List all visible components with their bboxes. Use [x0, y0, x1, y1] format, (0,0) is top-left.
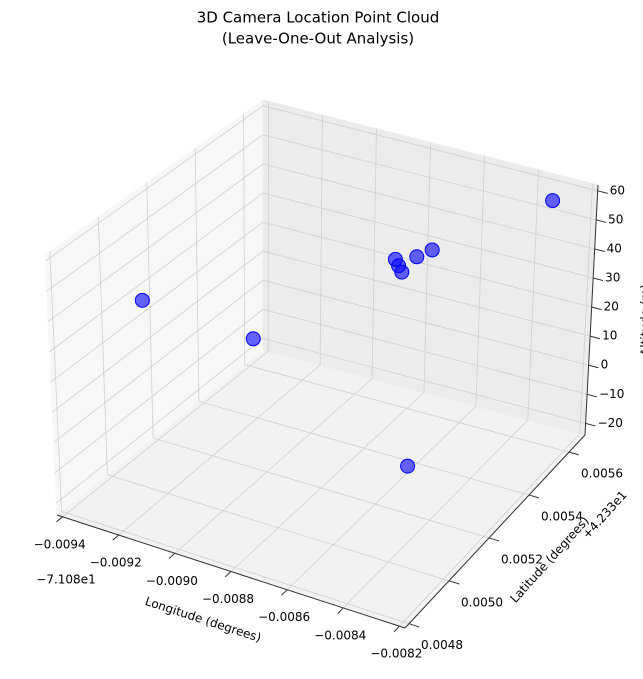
grid-line	[50, 221, 264, 383]
grid-line	[118, 364, 321, 536]
grid-line	[56, 338, 264, 504]
point	[245, 331, 261, 347]
axis-line	[404, 434, 586, 629]
tick-mark	[56, 516, 63, 523]
point	[545, 193, 561, 209]
grid-line	[262, 134, 597, 221]
grid-line	[243, 113, 246, 365]
chart-title: 3D Camera Location Point Cloud	[197, 9, 440, 27]
grid-line	[262, 250, 591, 337]
grid-line	[371, 128, 377, 379]
z-tick-label: 20	[604, 300, 619, 314]
tick-mark	[393, 625, 400, 633]
grid-line	[319, 115, 323, 366]
point	[134, 292, 150, 308]
grid-line	[475, 156, 485, 407]
z-axis-label: Altitude (m)	[639, 284, 643, 356]
y-tick-label: 0.0048	[421, 638, 463, 652]
x-offset-label: −7.108e1	[36, 573, 95, 587]
tick-mark	[528, 494, 540, 499]
axis-line	[56, 514, 406, 629]
grid-line	[146, 182, 154, 439]
y-offset-label: +4.233e1	[580, 488, 630, 542]
grid-line	[107, 474, 450, 582]
grid-line	[97, 217, 108, 475]
grid-line	[49, 251, 62, 512]
y-tick-label: 0.0052	[501, 552, 543, 566]
y-tick-label: 0.0054	[541, 510, 583, 524]
x-tick-label: −0.0084	[314, 628, 366, 642]
grid-line	[262, 279, 589, 366]
grid-line	[230, 392, 425, 572]
grid-line	[61, 510, 410, 625]
z-tick-label: 0	[601, 358, 609, 372]
point	[400, 458, 416, 474]
grid-line	[244, 364, 570, 453]
z-tick-label: 10	[602, 329, 617, 343]
x-tick-label: −0.0082	[370, 647, 422, 661]
tick-mark	[593, 277, 604, 282]
grid-line	[262, 308, 588, 395]
grid-line	[194, 148, 200, 402]
tick-mark	[408, 623, 420, 628]
grid-line	[342, 419, 529, 609]
grid-line	[153, 437, 490, 539]
tick-mark	[597, 190, 608, 194]
x-tick-label: −0.0094	[34, 537, 86, 551]
tick-mark	[281, 589, 288, 596]
tick-mark	[594, 248, 605, 252]
x-tick-label: −0.0088	[202, 592, 254, 606]
grid-line	[262, 221, 592, 308]
grid-line	[423, 142, 431, 393]
z-tick-label: 50	[608, 212, 623, 226]
tick-mark	[588, 364, 599, 369]
tick-mark	[168, 552, 176, 559]
axis-line	[584, 184, 599, 436]
grid-line	[262, 192, 594, 279]
point	[394, 264, 410, 280]
grid-line	[62, 351, 269, 518]
grid-line	[174, 378, 373, 554]
grid-line	[399, 433, 581, 627]
tick-mark	[224, 571, 232, 578]
tick-mark	[590, 335, 601, 340]
z-tick-label: 30	[605, 271, 620, 285]
tick-mark	[337, 607, 344, 614]
grid-line	[527, 169, 539, 420]
tick-mark	[568, 451, 579, 456]
tick-mark	[112, 534, 120, 541]
y-tick-label: 0.0056	[581, 467, 623, 481]
z-tick-label: −10	[599, 387, 624, 401]
grid-line	[262, 337, 586, 424]
x-tick-label: −0.0086	[258, 610, 310, 624]
x-tick-label: −0.0090	[146, 574, 198, 588]
grid-line	[53, 279, 264, 443]
grid-line	[579, 183, 593, 434]
grid-line	[47, 163, 264, 322]
grid-line	[45, 105, 264, 262]
point	[424, 242, 440, 258]
grid-line	[262, 105, 598, 192]
tick-mark	[488, 537, 500, 542]
grid-line	[49, 192, 264, 353]
tick-mark	[448, 580, 460, 585]
grid-line	[46, 134, 264, 292]
z-tick-label: 60	[610, 183, 625, 197]
tick-mark	[591, 306, 602, 311]
y-tick-label: 0.0050	[461, 595, 503, 609]
tick-mark	[585, 422, 596, 427]
z-tick-label: −20	[598, 416, 623, 430]
point	[409, 249, 425, 265]
z-tick-label: 40	[607, 241, 622, 255]
grid-line	[198, 400, 530, 496]
x-tick-label: −0.0092	[90, 556, 142, 570]
tick-mark	[586, 393, 597, 398]
grid-line	[286, 405, 477, 591]
grid-line	[262, 163, 595, 250]
tick-mark	[596, 219, 607, 223]
grid-line	[54, 308, 264, 473]
chart-subtitle: (Leave-One-Out Analysis)	[222, 30, 414, 48]
grid-line	[52, 250, 264, 413]
